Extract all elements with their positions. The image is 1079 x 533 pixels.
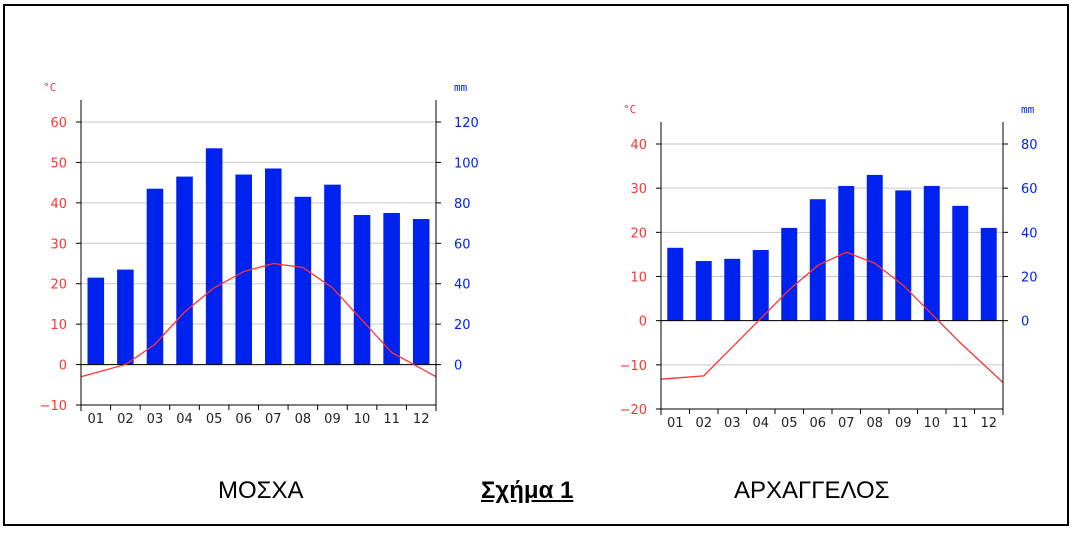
temp-tick-label: −10 [620, 359, 647, 374]
temp-tick-label: 0 [59, 359, 67, 374]
precip-tick-label: 60 [454, 237, 471, 252]
precip-bar [752, 250, 769, 321]
month-label: 03 [724, 416, 741, 431]
month-label: 10 [354, 412, 371, 427]
precip-bar [294, 196, 312, 365]
temp-unit-label: °C [43, 81, 56, 94]
temp-tick-label: 40 [630, 138, 647, 153]
precip-bar [235, 174, 252, 365]
month-label: 03 [147, 412, 164, 427]
precip-tick-label: 20 [1021, 271, 1038, 286]
month-label: 02 [117, 412, 134, 427]
temp-tick-label: 40 [50, 197, 67, 212]
month-label: 08 [866, 416, 883, 431]
temp-tick-label: 30 [50, 237, 67, 252]
precip-bar [952, 205, 969, 321]
precip-tick-label: 0 [454, 359, 462, 374]
month-label: 04 [176, 412, 193, 427]
temp-tick-label: −20 [620, 403, 647, 418]
temp-tick-label: 20 [50, 278, 67, 293]
temp-tick-label: 20 [630, 226, 647, 241]
moscow-caption: ΜΟΣΧΑ [218, 477, 304, 504]
precip-bar [205, 148, 223, 365]
precip-tick-label: 120 [454, 116, 479, 131]
month-label: 09 [895, 416, 912, 431]
month-label: 04 [752, 416, 769, 431]
temp-tick-label: 0 [639, 315, 647, 330]
precip-bar [117, 269, 134, 365]
precip-unit-label: mm [1021, 103, 1035, 116]
arkhangelsk-caption: ΑΡΧΑΓΓΕΛΟΣ [734, 477, 890, 504]
precip-bar [923, 185, 940, 321]
precip-tick-label: 60 [1021, 182, 1038, 197]
precip-bar [809, 199, 826, 321]
precip-bar [980, 227, 997, 321]
temperature-line [80, 262, 437, 378]
precip-tick-label: 40 [454, 278, 471, 293]
temp-tick-label: 30 [630, 182, 647, 197]
temp-tick-label: 50 [50, 156, 67, 171]
month-label: 11 [952, 416, 969, 431]
month-label: 05 [206, 412, 223, 427]
precip-bar [838, 185, 855, 321]
precip-unit-label: mm [454, 81, 468, 94]
month-label: 05 [781, 416, 798, 431]
temp-tick-label: 60 [50, 116, 67, 131]
month-label: 06 [235, 412, 252, 427]
precip-bar [695, 261, 712, 321]
precip-bar [176, 176, 193, 365]
month-label: 10 [923, 416, 940, 431]
precip-bar [866, 174, 883, 321]
temp-unit-label: °C [623, 103, 636, 116]
month-label: 01 [667, 416, 684, 431]
precip-bar [383, 212, 400, 365]
month-label: 12 [413, 412, 430, 427]
precip-bar [667, 247, 684, 321]
precip-bar [324, 184, 341, 365]
precip-tick-label: 0 [1021, 315, 1029, 330]
precip-tick-label: 20 [454, 318, 471, 333]
precip-tick-label: 100 [454, 156, 479, 171]
precip-tick-label: 80 [454, 197, 471, 212]
figure-label: Σχήμα 1 [481, 477, 574, 504]
precip-bar [895, 190, 912, 321]
precip-tick-label: 40 [1021, 226, 1038, 241]
temp-tick-label: 10 [630, 271, 647, 286]
month-label: 07 [265, 412, 282, 427]
precip-bar [353, 214, 371, 365]
month-label: 09 [324, 412, 341, 427]
precip-bar [265, 168, 282, 365]
precip-bar [412, 219, 430, 365]
month-label: 06 [809, 416, 826, 431]
precip-bar [87, 277, 105, 365]
precip-bar [781, 227, 798, 321]
month-label: 02 [695, 416, 712, 431]
precip-bar [146, 188, 164, 365]
temp-tick-label: −10 [40, 399, 67, 414]
temp-tick-label: 10 [50, 318, 67, 333]
figure-frame [3, 4, 1069, 526]
month-label: 11 [383, 412, 400, 427]
temperature-line [660, 251, 1004, 383]
month-label: 12 [980, 416, 997, 431]
precip-bar [724, 258, 741, 321]
month-label: 01 [88, 412, 105, 427]
precip-tick-label: 80 [1021, 138, 1038, 153]
month-label: 08 [295, 412, 312, 427]
month-label: 07 [838, 416, 855, 431]
